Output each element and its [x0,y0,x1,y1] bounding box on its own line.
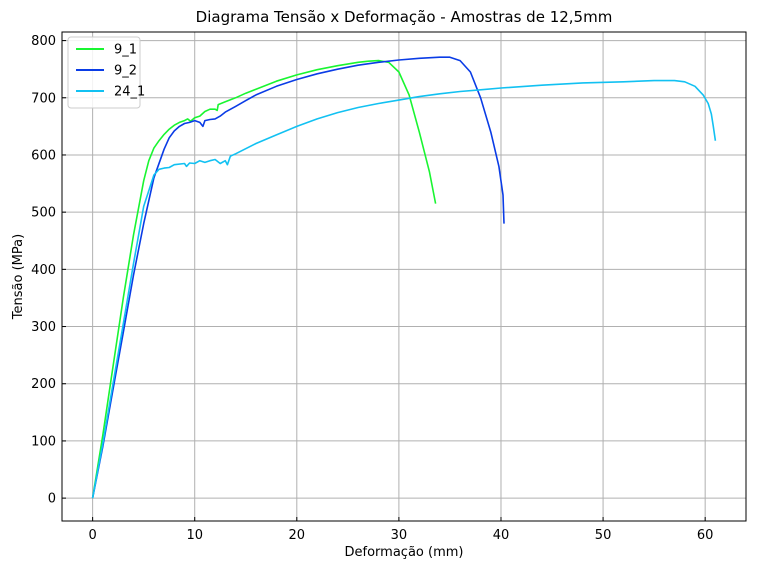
x-tick-label: 30 [391,528,408,543]
y-tick-label: 500 [31,206,56,221]
series-line-9_2 [91,56,505,499]
x-tick-label: 60 [697,528,714,543]
x-tick-label: 10 [186,528,203,543]
y-tick-label: 800 [31,34,56,49]
x-tick-label: 40 [493,528,510,543]
y-tick-label: 100 [31,434,56,449]
series-line-24_1 [91,79,717,499]
y-tick-label: 0 [48,492,56,507]
legend-label-9_1: 9_1 [114,43,137,58]
chart-title: Diagrama Tensão x Deformação - Amostras … [196,8,613,26]
y-axis-label: Tensão (MPa) [11,234,26,320]
x-tick-label: 50 [595,528,612,543]
x-tick-label: 20 [289,528,306,543]
x-axis-label: Deformação (mm) [345,545,464,560]
grid [62,32,746,521]
y-tick-label: 200 [31,377,56,392]
y-tick-label: 300 [31,320,56,335]
y-tick-label: 700 [31,91,56,106]
y-tick-label: 400 [31,263,56,278]
legend: 9_1 9_2 24_1 [67,36,145,109]
legend-label-9_2: 9_2 [114,64,137,79]
series-layer [91,56,717,499]
legend-label-24_1: 24_1 [114,85,145,100]
plot-area-frame [61,31,747,522]
x-tick-label: 0 [88,528,96,543]
y-tick-label: 600 [31,148,56,163]
series-line-9_1 [91,59,437,499]
